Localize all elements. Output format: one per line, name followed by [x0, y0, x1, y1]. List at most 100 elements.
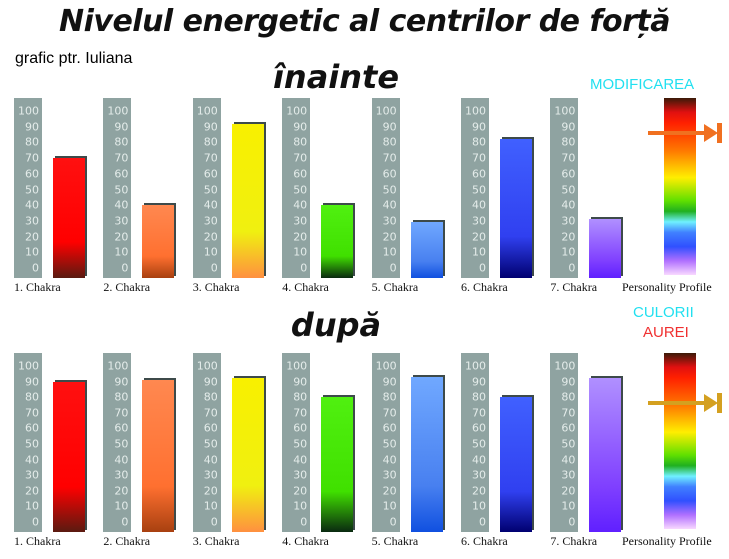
y-tick-label: 30	[114, 214, 129, 228]
y-tick-label: 40	[114, 453, 129, 467]
x-label: 4. Chakra	[282, 280, 329, 294]
y-tick-label: 30	[472, 214, 486, 228]
y-tick-label: 100	[286, 359, 308, 373]
y-tick-label: 60	[382, 421, 397, 435]
y-tick-label: 40	[472, 453, 486, 467]
y-tick-label: 70	[472, 151, 486, 165]
y-tick-label: 80	[561, 135, 576, 149]
y-tick-label: 50	[203, 183, 218, 196]
x-label: 4. Chakra	[282, 534, 329, 548]
y-tick-label: 70	[382, 406, 397, 420]
chart-title-after: după	[290, 306, 382, 344]
y-tick-label: 10	[382, 499, 397, 513]
y-tick-label: 0	[121, 515, 129, 529]
x-label: 6. Chakra	[461, 280, 508, 294]
y-tick-label: 50	[382, 183, 397, 196]
y-tick-label: 60	[114, 421, 129, 435]
y-tick-label: 80	[25, 390, 39, 404]
y-tick-label: 0	[210, 261, 218, 275]
y-tick-label: 90	[561, 120, 576, 134]
y-tick-label: 80	[293, 390, 308, 404]
y-tick-label: 80	[25, 135, 39, 149]
y-tick-label: 10	[114, 499, 129, 513]
y-tick-label: 0	[568, 515, 576, 529]
y-tick-label: 60	[472, 167, 486, 181]
y-tick-label: 70	[382, 151, 397, 165]
y-tick-label: 0	[210, 515, 218, 529]
y-tick-label: 40	[114, 198, 129, 212]
y-tick-label: 90	[382, 375, 397, 389]
y-tick-label: 80	[114, 390, 129, 404]
y-tick-label: 40	[293, 198, 308, 212]
y-tick-label: 40	[25, 198, 39, 212]
y-tick-label: 50	[472, 437, 486, 451]
y-tick-label: 100	[554, 104, 576, 118]
x-label: 1. Chakra	[14, 534, 61, 548]
y-tick-label: 30	[382, 468, 397, 482]
profile-marker-arrow-icon	[648, 122, 726, 144]
y-tick-label: 60	[561, 421, 576, 435]
bar-6-chakra	[500, 397, 532, 532]
y-tick-label: 50	[25, 183, 39, 196]
y-tick-label: 30	[203, 468, 218, 482]
y-tick-label: 40	[561, 198, 576, 212]
y-tick-label: 70	[203, 406, 218, 420]
y-tick-label: 90	[472, 375, 486, 389]
y-tick-label: 20	[203, 484, 218, 498]
y-tick-label: 40	[293, 453, 308, 467]
y-tick-label: 70	[561, 406, 576, 420]
y-tick-label: 70	[114, 151, 129, 165]
bar-2-chakra	[142, 205, 175, 278]
y-tick-label: 100	[18, 104, 39, 118]
y-tick-label: 20	[382, 484, 397, 498]
y-tick-label: 30	[25, 468, 39, 482]
y-tick-label: 40	[382, 453, 397, 467]
bar-5-chakra	[410, 376, 443, 532]
y-tick-label: 30	[203, 214, 218, 228]
bar-4-chakra	[321, 397, 354, 532]
y-tick-label: 10	[25, 245, 39, 259]
y-tick-label: 60	[25, 421, 39, 435]
y-tick-label: 50	[472, 183, 486, 196]
bar-2-chakra	[142, 380, 175, 532]
y-tick-label: 70	[25, 151, 39, 165]
y-tick-label: 10	[25, 499, 39, 513]
personality-profile-bar	[664, 353, 696, 529]
y-axis-scale: 100 90 80 70 60 50 40 30 20 10 0	[282, 353, 311, 532]
y-tick-label: 100	[554, 359, 576, 373]
y-tick-label: 90	[293, 375, 308, 389]
chart-title-before: înainte	[272, 58, 400, 96]
y-tick-label: 100	[375, 359, 397, 373]
y-tick-label: 30	[114, 468, 129, 482]
y-tick-label: 80	[382, 135, 397, 149]
y-tick-label: 10	[382, 245, 397, 259]
bar-3-chakra	[231, 123, 264, 278]
x-label: 3. Chakra	[192, 280, 240, 294]
y-axis-scale: 100 90 80 70 60 50 40 30 20 10 0	[14, 98, 42, 278]
y-tick-label: 90	[203, 375, 218, 389]
y-tick-label: 80	[114, 135, 129, 149]
y-tick-label: 20	[382, 230, 397, 244]
y-tick-label: 100	[465, 359, 486, 373]
y-axis-scale: 100 90 80 70 60 50 40 30 20 10 0	[192, 353, 221, 532]
y-tick-label: 50	[561, 183, 576, 196]
y-tick-label: 70	[293, 406, 308, 420]
y-tick-label: 10	[561, 499, 576, 513]
y-tick-label: 10	[472, 245, 486, 259]
y-tick-label: 10	[472, 499, 486, 513]
y-tick-label: 10	[203, 499, 218, 513]
y-tick-label: 60	[382, 167, 397, 181]
y-tick-label: 0	[32, 515, 39, 529]
profile-marker-arrow-icon	[648, 392, 726, 414]
y-tick-label: 70	[472, 406, 486, 420]
y-tick-label: 30	[293, 468, 308, 482]
y-tick-label: 60	[25, 167, 39, 181]
y-tick-label: 30	[472, 468, 486, 482]
y-tick-label: 40	[382, 198, 397, 212]
y-axis-scale: 100 90 80 70 60 50 40 30 20 10 0	[282, 98, 311, 278]
y-axis-scale: 100 90 80 70 60 50 40 30 20 10 0	[461, 98, 489, 278]
y-tick-label: 50	[293, 183, 308, 196]
side-text-modificarea: MODIFICAREA	[590, 76, 695, 93]
y-tick-label: 100	[18, 359, 39, 373]
y-tick-label: 80	[472, 390, 486, 404]
